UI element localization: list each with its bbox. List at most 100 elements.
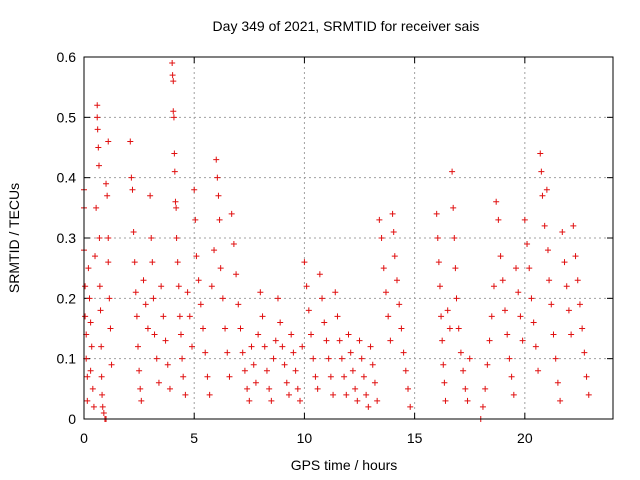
data-point [504, 331, 511, 338]
data-point [387, 337, 394, 344]
y-tick-label: 0.3 [57, 230, 77, 246]
x-tick-label: 10 [297, 430, 313, 446]
data-point [259, 313, 266, 320]
data-point [400, 349, 407, 356]
data-point [301, 259, 308, 266]
data-point [215, 192, 222, 199]
y-tick-label: 0.6 [57, 49, 77, 65]
data-point [466, 355, 473, 362]
data-point [319, 295, 326, 302]
data-point [208, 283, 215, 290]
data-point [94, 114, 101, 121]
data-point [382, 289, 389, 296]
data-point [94, 102, 101, 109]
data-point [581, 349, 588, 356]
data-point [508, 373, 515, 380]
data-point [526, 265, 533, 272]
data-point [93, 204, 100, 211]
data-point [204, 373, 211, 380]
data-point [248, 343, 255, 350]
data-point [106, 295, 113, 302]
data-point [186, 313, 193, 320]
data-point [270, 355, 277, 362]
data-point [519, 337, 526, 344]
data-point [277, 319, 284, 326]
data-point [488, 313, 495, 320]
data-point [222, 325, 229, 332]
data-point [585, 391, 592, 398]
data-point [263, 367, 270, 374]
data-point [213, 156, 220, 163]
data-point [239, 349, 246, 356]
data-point [334, 313, 341, 320]
data-point [171, 150, 178, 157]
data-point [574, 277, 581, 284]
data-point [405, 385, 412, 392]
data-point [495, 216, 502, 223]
data-point [308, 331, 315, 338]
data-point [398, 325, 405, 332]
data-point [144, 325, 151, 332]
data-point [358, 355, 365, 362]
data-point [407, 403, 414, 410]
data-point [583, 373, 590, 380]
data-point [376, 216, 383, 223]
data-point [521, 216, 528, 223]
data-point [105, 235, 112, 241]
data-point [155, 379, 162, 386]
data-point [576, 301, 583, 308]
data-point [99, 403, 106, 410]
data-point [261, 343, 268, 350]
data-point [323, 337, 330, 344]
x-tick-label: 15 [407, 430, 423, 446]
data-point [182, 391, 189, 398]
data-point [175, 283, 182, 290]
data-point [561, 259, 568, 266]
data-point [294, 385, 301, 392]
data-point [177, 331, 184, 338]
data-point [535, 367, 542, 374]
data-point [244, 385, 251, 392]
data-point [173, 204, 180, 211]
data-point [446, 325, 453, 332]
data-point [499, 277, 506, 284]
grid-lines [84, 57, 613, 419]
data-point [367, 343, 374, 350]
data-point [479, 403, 486, 410]
data-point [105, 138, 112, 145]
data-point [96, 235, 103, 241]
data-point [95, 162, 102, 169]
data-point [352, 385, 359, 392]
data-point [133, 313, 140, 320]
data-point [97, 307, 104, 314]
data-point [130, 228, 137, 235]
data-point [455, 325, 462, 332]
data-point [86, 295, 93, 302]
data-point [214, 174, 221, 181]
data-point [252, 379, 259, 386]
data-point [147, 192, 154, 199]
data-point [160, 313, 167, 320]
data-point [451, 235, 458, 241]
data-point [285, 391, 292, 398]
data-point [325, 355, 332, 362]
data-point [82, 313, 89, 320]
data-point [105, 259, 112, 266]
data-point [142, 301, 149, 308]
data-point [274, 295, 281, 302]
data-point [150, 295, 157, 302]
data-point [513, 265, 520, 272]
data-point [356, 337, 363, 344]
y-tick-label: 0 [68, 411, 76, 427]
data-point [434, 235, 441, 241]
data-point [538, 168, 545, 175]
data-point [385, 313, 392, 320]
data-point [103, 180, 110, 187]
x-tick-label: 0 [80, 430, 88, 446]
data-point [369, 361, 376, 368]
data-point [433, 210, 440, 217]
y-axis-label: SRMTID / TECUs [6, 183, 22, 293]
data-point [202, 349, 209, 356]
y-tick-label: 0.4 [57, 170, 77, 186]
data-point [290, 349, 297, 356]
